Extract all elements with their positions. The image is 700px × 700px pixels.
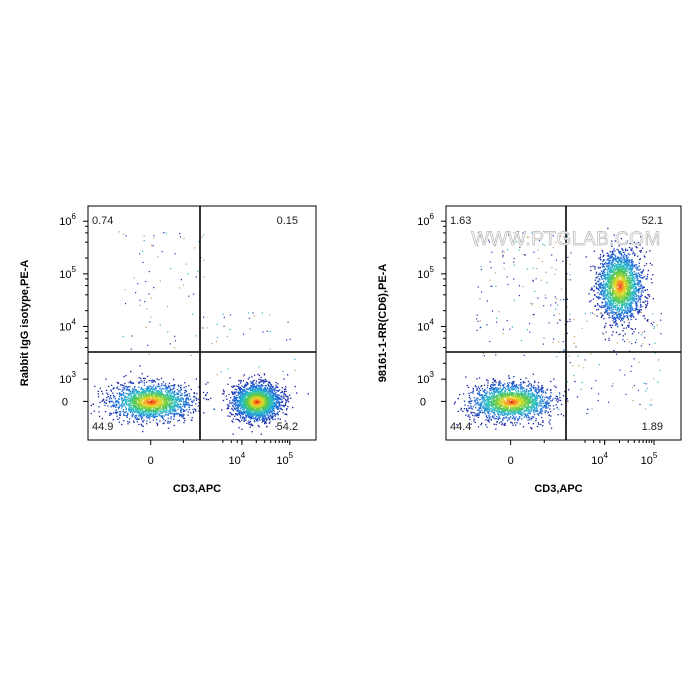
- y-tick-label: 104: [59, 318, 76, 334]
- y-tick-label: 105: [417, 265, 434, 281]
- x-tick-label: 105: [276, 451, 293, 467]
- quadrant-lower-left-percent: 44.4: [450, 421, 471, 433]
- y-tick-label: 106: [417, 212, 434, 228]
- plot-frame: [445, 205, 682, 441]
- flow-plot-1: 0.74 0.15 44.9 54.2 0 104 105 0 103 104 105 106 CD3,…: [19, 205, 317, 495]
- sparse-events: [476, 231, 662, 410]
- x-tick-label: 0: [508, 455, 514, 467]
- y-tick-label: 106: [59, 212, 76, 228]
- plot-events: [453, 227, 662, 430]
- quadrant-upper-right-percent: 0.15: [277, 215, 298, 227]
- quadrant-upper-right-percent: 52.1: [642, 215, 663, 227]
- quadrant-lower-right-percent: 54.2: [277, 421, 298, 433]
- y-tick-label: 103: [417, 370, 434, 386]
- population-2: [221, 373, 309, 435]
- quadrant-lower-right-percent: 1.89: [642, 421, 663, 433]
- x-axis-title: CD3,APC: [173, 483, 221, 495]
- x-axis-title: CD3,APC: [534, 483, 582, 495]
- y-tick-label: 104: [417, 318, 434, 334]
- x-tick-label: 104: [591, 451, 608, 467]
- y-tick-label: 105: [59, 265, 76, 281]
- y-tick-label: 0: [420, 396, 426, 408]
- plot-frame: [87, 205, 317, 441]
- y-axis-title: 98161-1-RR(CD6),PE-A: [377, 264, 389, 383]
- flow-plot-2: 1.63 52.1 44.4 1.89 0 104 105 0 103 104 105 106 CD3,…: [377, 205, 682, 495]
- x-tick-label: 105: [641, 451, 658, 467]
- watermark: WWW.PTGLAB.COM: [471, 229, 661, 250]
- plot-events: [90, 231, 309, 435]
- population-1: [453, 373, 589, 430]
- y-axis-title: Rabbit IgG isotype,PE-A: [19, 260, 31, 387]
- population-2: [566, 227, 654, 352]
- quadrant-upper-left-percent: 0.74: [92, 215, 113, 227]
- quadrant-lower-left-percent: 44.9: [92, 421, 113, 433]
- y-tick-label: 0: [62, 396, 68, 408]
- population-1: [90, 365, 216, 433]
- x-tick-label: 0: [148, 455, 154, 467]
- x-tick-label: 104: [229, 451, 246, 467]
- y-tick-label: 103: [59, 370, 76, 386]
- sparse-events: [118, 231, 296, 410]
- quadrant-upper-left-percent: 1.63: [450, 215, 471, 227]
